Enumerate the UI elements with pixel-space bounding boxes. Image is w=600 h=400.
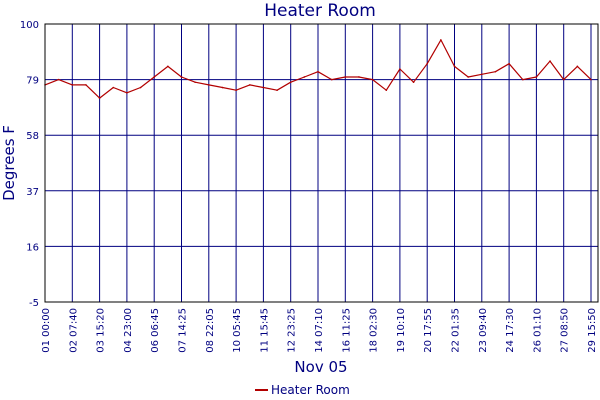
grid-lines: [45, 24, 598, 302]
data-point: [440, 39, 442, 41]
x-tick-labels: 01 00:00 02 07:40 03 15:20 04 23:00 06 06:45…: [41, 308, 598, 353]
data-point: [303, 76, 306, 78]
x-tick-label: 20 17:55: [423, 308, 434, 353]
data-point: [358, 76, 360, 78]
data-point: [208, 84, 210, 86]
data-point: [98, 97, 101, 99]
chart-title: Heater Room: [264, 1, 376, 21]
y-tick-label: 79: [26, 76, 39, 87]
data-point: [289, 81, 292, 84]
y-tick-label: 58: [26, 131, 39, 142]
x-tick-label: 08 22:05: [205, 308, 216, 353]
y-tick-label: 16: [26, 242, 39, 253]
data-point: [85, 84, 87, 86]
data-point: [139, 86, 142, 89]
x-tick-label: 03 15:20: [96, 308, 107, 353]
x-axis-label: Nov 05: [294, 358, 347, 376]
x-tick-label: 07 14:25: [178, 308, 189, 353]
legend: Heater Room: [255, 383, 350, 397]
x-tick-label: 22 01:35: [451, 308, 462, 353]
x-tick-label: 23 09:40: [478, 308, 489, 353]
data-point: [126, 92, 128, 94]
data-point: [590, 78, 592, 81]
x-tick-label: 24 17:30: [505, 308, 516, 353]
data-point: [426, 62, 429, 65]
data-point: [412, 81, 415, 84]
data-series: [44, 39, 592, 99]
data-point: [153, 76, 155, 78]
data-point: [317, 70, 319, 73]
data-point: [344, 76, 347, 78]
y-tick-labels: -5 16 37 58 79 100: [20, 20, 39, 309]
data-point: [194, 81, 196, 84]
y-tick-label: 37: [26, 187, 39, 198]
x-tick-label: 18 02:30: [369, 308, 380, 353]
x-tick-label: 11 15:45: [259, 308, 270, 353]
data-point: [399, 68, 401, 70]
data-point: [330, 78, 333, 81]
data-point: [248, 84, 251, 86]
data-point: [276, 89, 278, 91]
data-point: [235, 89, 237, 91]
data-point: [262, 86, 265, 89]
y-axis-label: Degrees F: [0, 125, 18, 201]
x-tick-label: 06 06:45: [150, 308, 161, 353]
x-tick-label: 16 11:25: [341, 308, 352, 353]
data-point: [562, 78, 565, 81]
y-tick-label: -5: [29, 298, 39, 309]
x-tick-label: 12 23:25: [287, 308, 298, 353]
data-point: [481, 73, 483, 76]
data-point: [71, 84, 74, 86]
y-tick-label: 100: [20, 20, 39, 31]
x-tick-label: 26 01:10: [532, 308, 543, 353]
data-point: [167, 65, 169, 68]
data-point: [453, 65, 456, 68]
data-point: [508, 62, 510, 65]
data-point: [221, 86, 224, 89]
x-tick-label: 19 10:10: [396, 308, 407, 353]
x-tick-label: 01 00:00: [41, 308, 52, 353]
data-point: [521, 78, 524, 81]
data-point: [494, 70, 497, 73]
data-point: [180, 76, 183, 78]
data-point: [112, 86, 115, 89]
data-point: [57, 78, 60, 81]
x-tick-label: 14 07:10: [314, 308, 325, 353]
x-tick-label: 27 08:50: [560, 308, 571, 353]
x-tick-label: 04 23:00: [123, 308, 134, 353]
plot-frame: [44, 23, 599, 303]
legend-label: Heater Room: [271, 383, 350, 397]
data-point: [371, 78, 374, 81]
data-point: [576, 65, 579, 68]
x-tick-label: 10 05:45: [232, 308, 243, 353]
x-tick-label: 02 07:40: [68, 308, 79, 353]
data-point: [385, 89, 388, 91]
data-point: [549, 60, 551, 62]
data-point: [467, 76, 469, 78]
data-point: [535, 76, 538, 78]
x-tick-label: 29 15:50: [587, 308, 598, 353]
